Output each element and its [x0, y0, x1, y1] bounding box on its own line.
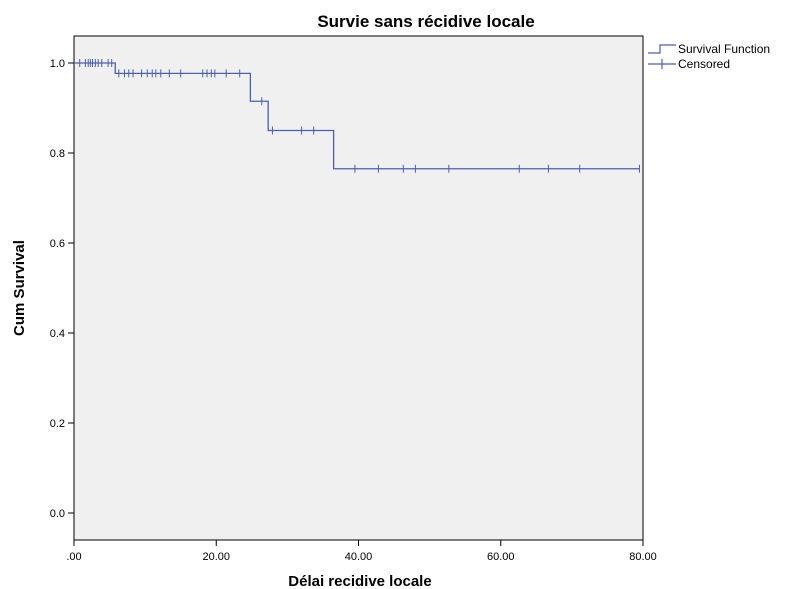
- x-axis-title: Délai recidive locale: [288, 573, 431, 589]
- y-tick-label: 0.2: [50, 418, 65, 430]
- y-axis-ticks: 0.0 0.2 0.4 0.6 0.8 1.0: [50, 58, 74, 520]
- x-tick-label: 80.00: [629, 551, 657, 563]
- x-tick-label: .00: [66, 551, 81, 563]
- legend-label-censored: Censored: [678, 57, 730, 71]
- y-tick-label: 0.0: [50, 508, 65, 520]
- y-tick-label: 0.4: [50, 328, 65, 340]
- y-tick-label: 0.8: [50, 148, 65, 160]
- series-layer: [74, 59, 640, 173]
- plot-area: [73, 35, 644, 541]
- legend-step-icon: [648, 44, 676, 54]
- y-tick-label: 0.6: [50, 238, 65, 250]
- y-tick-label: 1.0: [50, 58, 65, 70]
- legend-label-survival-function: Survival Function: [678, 42, 770, 56]
- y-axis-title: Cum Survival: [11, 240, 28, 336]
- x-tick-label: 20.00: [202, 551, 230, 563]
- x-tick-label: 40.00: [345, 551, 373, 563]
- x-tick-label: 60.00: [487, 551, 515, 563]
- chart-title: Survie sans récidive locale: [317, 12, 534, 31]
- survival-function-line: [74, 62, 640, 170]
- x-axis-ticks: .00 20.00 40.00 60.00 80.00: [66, 540, 657, 563]
